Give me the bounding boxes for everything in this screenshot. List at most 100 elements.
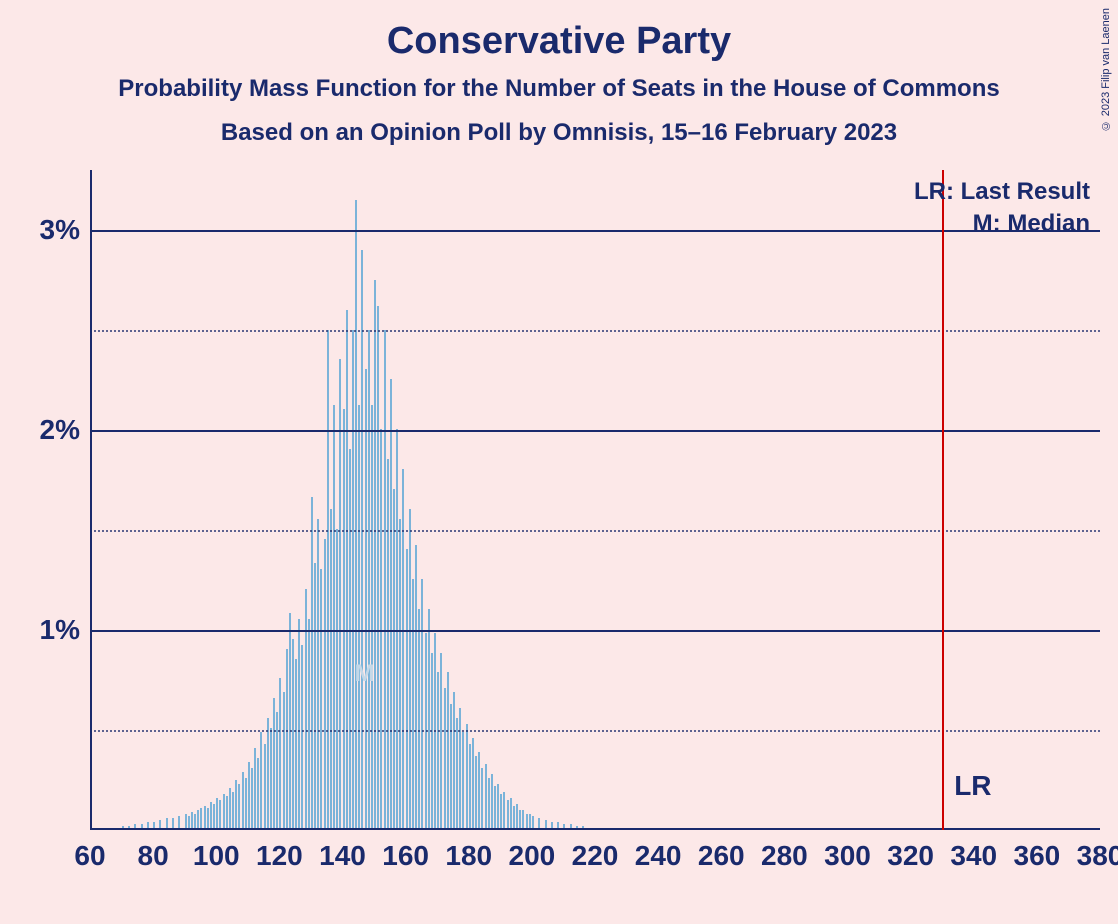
- lr-label: LR: [954, 770, 991, 802]
- bar: [485, 764, 487, 828]
- bar: [545, 820, 547, 828]
- bar: [283, 692, 285, 828]
- bar: [200, 808, 202, 828]
- bar: [254, 748, 256, 828]
- bar: [494, 786, 496, 828]
- chart-title: Conservative Party: [0, 0, 1118, 63]
- bar: [510, 798, 512, 828]
- x-tick-label: 160: [382, 840, 429, 872]
- bar: [444, 688, 446, 828]
- x-tick-label: 380: [1077, 840, 1118, 872]
- grid-major: [90, 630, 1100, 632]
- bar: [475, 756, 477, 828]
- x-tick-label: 80: [138, 840, 169, 872]
- bar: [346, 310, 348, 828]
- chart-area: LR: Last Result M: Median LR M 1%2%3% 60…: [90, 170, 1100, 830]
- bar: [447, 672, 449, 828]
- bar: [305, 589, 307, 828]
- grid-minor: [90, 730, 1100, 732]
- bar: [172, 818, 174, 828]
- x-tick-label: 200: [509, 840, 556, 872]
- bar: [491, 774, 493, 828]
- bar: [396, 429, 398, 828]
- grid-minor: [90, 330, 1100, 332]
- y-tick-label: 2%: [40, 414, 80, 446]
- bar: [371, 405, 373, 828]
- bar: [204, 806, 206, 828]
- bar: [497, 784, 499, 828]
- bar: [159, 820, 161, 828]
- bar: [513, 806, 515, 828]
- x-tick-label: 180: [445, 840, 492, 872]
- bar: [336, 529, 338, 828]
- bar: [191, 812, 193, 828]
- x-tick-label: 340: [950, 840, 997, 872]
- bar: [355, 200, 357, 828]
- grid-major: [90, 430, 1100, 432]
- bar: [453, 692, 455, 828]
- bar: [503, 792, 505, 828]
- bar: [365, 369, 367, 828]
- x-axis: [90, 828, 1100, 830]
- bar: [330, 509, 332, 828]
- bar: [361, 250, 363, 828]
- bar: [481, 768, 483, 828]
- bar: [311, 497, 313, 828]
- bar: [516, 804, 518, 828]
- bar: [399, 519, 401, 828]
- bar: [257, 758, 259, 828]
- bar: [440, 653, 442, 828]
- bar: [352, 330, 354, 828]
- bar: [194, 814, 196, 828]
- bar: [229, 788, 231, 828]
- x-tick-label: 140: [319, 840, 366, 872]
- bar: [529, 814, 531, 828]
- bar: [349, 449, 351, 828]
- bar: [402, 469, 404, 828]
- bar: [437, 672, 439, 828]
- bar: [327, 330, 329, 828]
- bar: [213, 804, 215, 828]
- y-tick-label: 3%: [40, 214, 80, 246]
- bar: [377, 306, 379, 828]
- bar: [324, 539, 326, 828]
- bar: [207, 808, 209, 828]
- bar: [308, 619, 310, 828]
- grid-major: [90, 230, 1100, 232]
- bar: [415, 545, 417, 828]
- bar: [178, 816, 180, 828]
- bar: [374, 280, 376, 828]
- x-tick-label: 100: [193, 840, 240, 872]
- bar: [219, 800, 221, 828]
- bar: [393, 489, 395, 828]
- x-tick-label: 240: [635, 840, 682, 872]
- bar: [450, 704, 452, 828]
- bar: [314, 563, 316, 828]
- x-tick-label: 280: [761, 840, 808, 872]
- bar: [248, 762, 250, 828]
- bar: [292, 639, 294, 828]
- bar: [428, 609, 430, 828]
- bar: [412, 579, 414, 828]
- bar: [295, 659, 297, 828]
- bar: [478, 752, 480, 828]
- bar: [270, 728, 272, 828]
- bar: [235, 780, 237, 828]
- bar: [238, 784, 240, 828]
- bar: [226, 796, 228, 828]
- bar: [500, 794, 502, 828]
- copyright-text: © 2023 Filip van Laenen: [1100, 8, 1112, 131]
- bar: [267, 718, 269, 828]
- bar: [317, 519, 319, 828]
- bar: [456, 718, 458, 828]
- x-tick-label: 320: [887, 840, 934, 872]
- x-tick-label: 260: [698, 840, 745, 872]
- bar: [333, 405, 335, 828]
- grid-minor: [90, 530, 1100, 532]
- bar: [245, 778, 247, 828]
- legend-lr: LR: Last Result: [914, 178, 1090, 206]
- bar: [472, 738, 474, 828]
- x-tick-label: 60: [74, 840, 105, 872]
- bar: [406, 549, 408, 828]
- bar: [526, 814, 528, 828]
